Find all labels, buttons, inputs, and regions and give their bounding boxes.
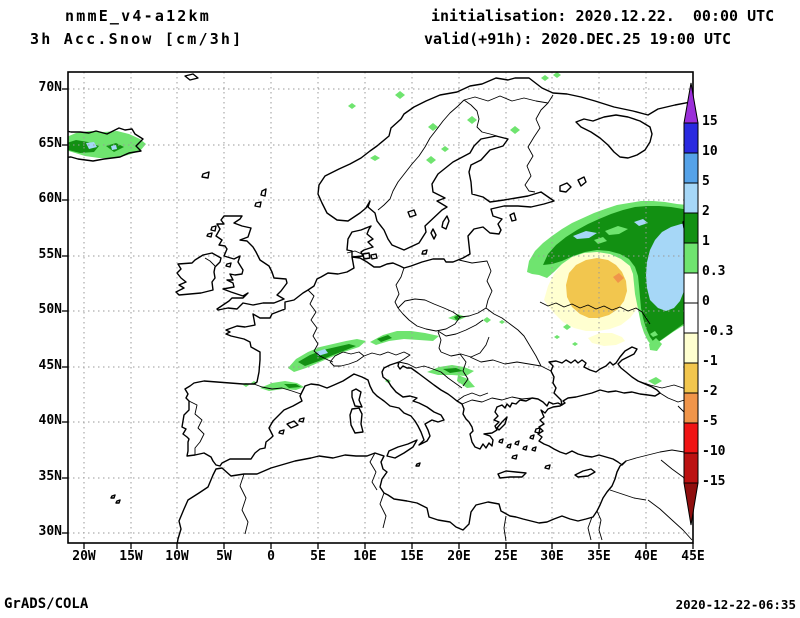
colorbar-label-0p3: 0.3 (702, 264, 726, 279)
creation-timestamp: 2020-12-22-06:35 (675, 597, 796, 612)
lon-label-10e: 10E (353, 549, 377, 564)
variable-title: 3h Acc.Snow [cm/3h] (30, 30, 244, 48)
lat-label-40n: 40N (38, 413, 62, 428)
colorbar-label-m2: -2 (702, 384, 718, 399)
colorbar-label-m0p3: -0.3 (702, 324, 734, 339)
colorbar-label-m15: -15 (702, 474, 726, 489)
lon-label-45e: 45E (681, 549, 705, 564)
lon-label-5w: 5W (216, 549, 232, 564)
colorbar-label-10: 10 (702, 144, 718, 159)
lat-label-35n: 35N (38, 469, 62, 484)
lat-label-70n: 70N (38, 80, 62, 95)
lon-label-20e: 20E (447, 549, 471, 564)
lon-label-10w: 10W (165, 549, 189, 564)
valid-time-label: valid(+91h): 2020.DEC.25 19:00 UTC (424, 30, 732, 48)
lon-label-5e: 5E (310, 549, 326, 564)
lat-label-45n: 45N (38, 358, 62, 373)
lon-label-20w: 20W (72, 549, 96, 564)
colorbar-label-0: 0 (702, 294, 710, 309)
colorbar-label-m1: -1 (702, 354, 718, 369)
lon-label-30e: 30E (540, 549, 564, 564)
model-title: nmmE_v4-a12km (65, 7, 211, 25)
lat-label-60n: 60N (38, 191, 62, 206)
colorbar-label-1: 1 (702, 234, 710, 249)
lon-label-0: 0 (267, 549, 275, 564)
colorbar-label-15: 15 (702, 114, 718, 129)
lat-label-55n: 55N (38, 247, 62, 262)
lon-label-15e: 15E (400, 549, 424, 564)
lon-label-35e: 35E (587, 549, 611, 564)
lat-label-30n: 30N (38, 524, 62, 539)
colorbar-label-5: 5 (702, 174, 710, 189)
colorbar-label-m10: -10 (702, 444, 726, 459)
lat-label-65n: 65N (38, 136, 62, 151)
colorbar-label-m5: -5 (702, 414, 718, 429)
lon-label-40e: 40E (634, 549, 658, 564)
grads-credit: GrADS/COLA (4, 596, 89, 612)
lon-label-15w: 15W (119, 549, 143, 564)
lat-label-50n: 50N (38, 302, 62, 317)
colorbar-label-2: 2 (702, 204, 710, 219)
lon-label-25e: 25E (494, 549, 518, 564)
initialisation-label: initialisation: 2020.12.22. 00:00 UTC (431, 7, 775, 25)
